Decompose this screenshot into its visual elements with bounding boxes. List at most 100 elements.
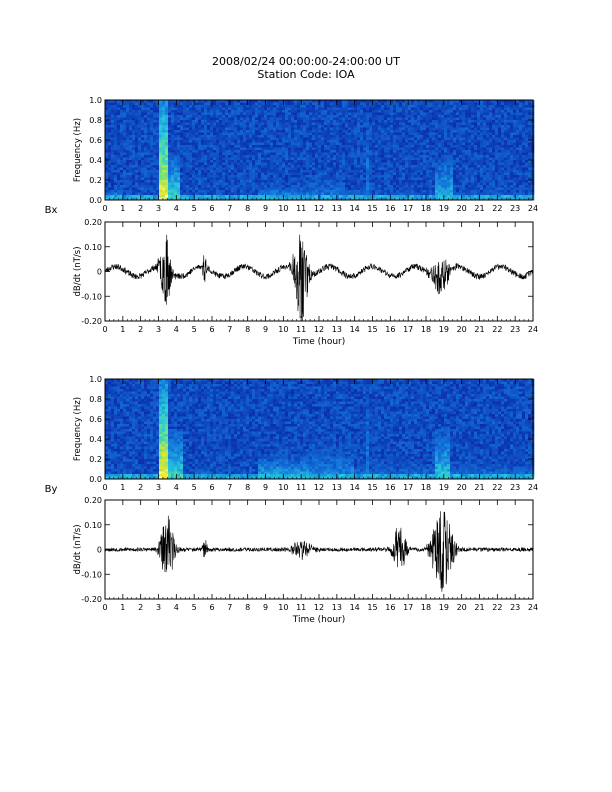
bx-spec-cell [126,113,129,116]
bx-spec-cell [336,110,339,113]
bx-spec-cell [339,118,342,121]
bx-spec-cell [315,175,318,178]
bx-spec-cell [168,118,171,121]
bx-spec-cell [111,123,114,126]
bx-spec-cell [150,183,153,186]
bx-spec-cell [393,173,396,176]
bx-spec-cell [222,148,225,151]
bx-spec-cell [450,105,453,108]
bx-spec-cell [285,113,288,116]
bx-spec-cell [288,175,291,178]
bx-spec-cell [168,173,171,176]
bx-spec-cell [285,190,288,193]
bx-spec-cell [174,165,177,168]
bx-spec-cell [141,118,144,121]
bx-spec-cell [141,150,144,153]
bx-spec-cell [222,155,225,158]
bx-spec-cell [213,163,216,166]
bx-spec-cell [132,145,135,148]
bx-spec-cell [159,158,162,161]
bx-spec-cell [450,135,453,138]
bx-spec-cell [381,153,384,156]
bx-spec-cell [441,138,444,141]
bx-spec-cell [450,180,453,183]
bx-spec-cell [351,128,354,131]
bx-spec-cell [150,120,153,123]
bx-spec-cell [117,138,120,141]
bx-spec-cell [381,170,384,173]
bx-spec-cell [228,120,231,123]
bx-spec-cell [357,188,360,191]
bx-spec-cell [135,128,138,131]
bx-spec-cell [192,103,195,106]
bx-spec-cell [210,193,213,196]
bx-spec-cell [318,103,321,106]
bx-spec-cell [402,123,405,126]
bx-spec-cell [444,108,447,111]
bx-spec-cell [357,123,360,126]
bx-spec-cell [114,163,117,166]
bx-spec-cell [126,195,129,198]
bx-spec-cell [246,170,249,173]
bx-spec-cell [201,123,204,126]
bx-spec-cell [174,115,177,118]
bx-spec-cell [249,150,252,153]
bx-spec-cell [300,133,303,136]
bx-spec-cell [147,168,150,171]
bx-spec-cell [270,178,273,181]
bx-spec-cell [297,150,300,153]
bx-spec-cell [336,113,339,116]
bx-spec-cell [147,155,150,158]
bx-spec-cell [291,143,294,146]
bx-spec-cell [111,138,114,141]
bx-spec-cell [420,123,423,126]
bx-spec-cell [210,135,213,138]
bx-spec-cell [159,118,162,121]
bx-spec-cell [450,108,453,111]
bx-spec-cell [180,120,183,123]
bx-spec-cell [234,125,237,128]
bx-spec-cell [366,118,369,121]
bx-spec-cell [381,175,384,178]
bx-spec-cell [387,123,390,126]
bx-spec-cell [228,155,231,158]
bx-spec-cell [288,188,291,191]
bx-spec-cell [387,145,390,148]
bx-spec-cell [213,138,216,141]
bx-spec-cell [198,158,201,161]
bx-spec-cell [222,183,225,186]
bx-spec-cell [444,170,447,173]
bx-spec-cell [213,168,216,171]
bx-spec-cell [123,170,126,173]
bx-spec-cell [285,183,288,186]
bx-spec-cell [243,128,246,131]
bx-spec-cell [438,170,441,173]
bx-spec-cell [141,133,144,136]
bx-spec-cell [471,103,474,106]
bx-spec-cell [147,163,150,166]
bx-spec-cell [318,148,321,151]
bx-spec-cell [333,113,336,116]
bx-spec-cell [399,143,402,146]
bx-spec-cell [228,183,231,186]
bx-spec-cell [225,148,228,151]
bx-spec-cell [348,170,351,173]
bx-spec-cell [417,188,420,191]
bx-spec-cell [450,133,453,136]
bx-spec-cell [261,120,264,123]
bx-spec-cell [141,103,144,106]
bx-spec-cell [345,183,348,186]
bx-spec-cell [147,145,150,148]
bx-spec-cell [342,125,345,128]
bx-spec-cell [171,158,174,161]
bx-spec-cell [393,180,396,183]
bx-spec-cell [417,123,420,126]
bx-spec-cell [336,188,339,191]
bx-spec-cell [294,183,297,186]
bx-spec-cell [216,155,219,158]
bx-spec-cell [390,115,393,118]
bx-spec-cell [429,128,432,131]
bx-spec-cell [429,160,432,163]
bx-spec-cell [174,158,177,161]
bx-spec-cell [279,140,282,143]
